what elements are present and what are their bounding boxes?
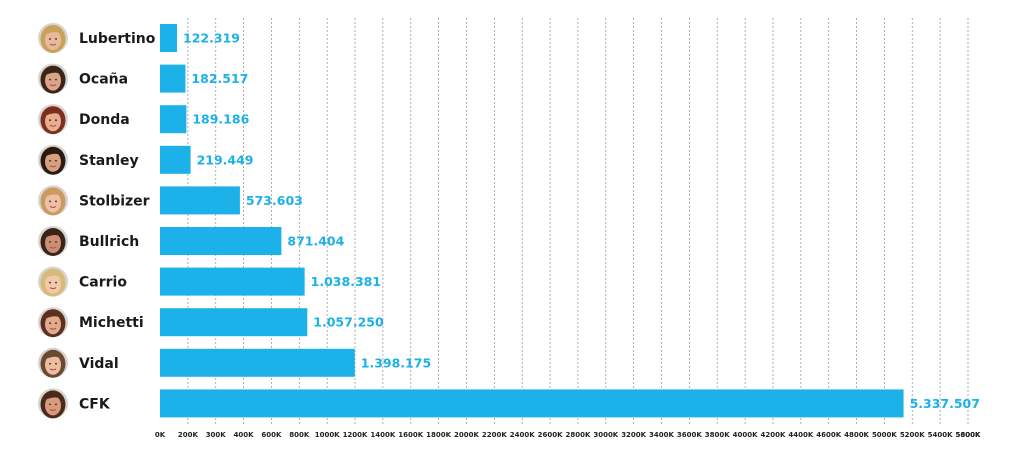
x-tick-label: 1800K (426, 431, 451, 439)
x-tick-label: 3400K (649, 431, 674, 439)
bar (160, 348, 355, 377)
value-label: 1.038.381 (311, 274, 381, 289)
x-tick-label: 4400K (788, 431, 813, 439)
category-label: Donda (79, 112, 130, 128)
category-label: Vidal (79, 356, 119, 372)
x-tick-label: 1200K (343, 431, 368, 439)
bar (160, 64, 186, 93)
x-tick-label: 5200K (900, 431, 925, 439)
avatar-icon (38, 388, 68, 419)
value-label: 1.057.250 (313, 315, 384, 330)
x-tick-label: 2200K (482, 431, 507, 439)
avatar-icon (38, 144, 68, 175)
x-tick-label: 2800K (565, 431, 590, 439)
avatar-icon (38, 226, 68, 256)
x-axis-ticks: 0K 200K 300K 400K 600K 800K 1000K 1200K 1400K 160… (155, 431, 981, 439)
category-label: Bullrich (79, 234, 139, 250)
bar (160, 24, 178, 52)
category-label: Michetti (79, 315, 144, 331)
x-tick-label: 2000K (454, 431, 479, 439)
x-tick-label: 2400K (510, 431, 535, 439)
category-label: Carrio (79, 275, 127, 291)
avatar-icon (38, 307, 68, 338)
bar (160, 186, 240, 215)
avatars (38, 23, 68, 419)
value-label: 1.398.175 (361, 355, 431, 370)
bar (160, 267, 305, 296)
x-tick-label: 400K (234, 431, 255, 439)
category-label: Lubertino (79, 31, 156, 47)
x-tick-label: 300K (206, 431, 227, 439)
category-label: Stanley (79, 153, 139, 169)
bar (160, 145, 191, 174)
x-tick-label: 4000K (733, 431, 758, 439)
labels: 122.319 Lubertino 182.517 Ocaña 189.186 Donda… (79, 31, 980, 413)
x-tick-label: 3600K (677, 431, 702, 439)
x-tick-label: 200K (178, 431, 199, 439)
x-tick-label: 5000K (872, 431, 897, 439)
x-tick-label: 600K (261, 431, 282, 439)
x-tick-label: 4200K (761, 431, 786, 439)
bar (160, 227, 282, 255)
x-tick-label: 3200K (621, 431, 646, 439)
value-label: 5.337.507 (910, 396, 980, 411)
value-label: 871.404 (287, 234, 344, 249)
bar (160, 105, 187, 134)
avatar-icon (38, 347, 68, 378)
x-tick-label: 5800K (956, 431, 981, 439)
avatar-icon (38, 23, 68, 53)
x-tick-label: 3800K (705, 431, 730, 439)
x-tick-label: 3000K (593, 431, 618, 439)
avatar-icon (38, 266, 68, 297)
x-tick-label: 800K (289, 431, 310, 439)
value-label: 182.517 (191, 71, 248, 86)
category-label: Ocaña (79, 72, 128, 88)
x-tick-label: 4600K (816, 431, 841, 439)
category-label: Stolbizer (79, 193, 150, 209)
bar (160, 389, 904, 418)
bars (160, 24, 904, 418)
value-label: 122.319 (183, 31, 240, 46)
x-tick-label: 5400K (928, 431, 953, 439)
x-tick-label: 0K (155, 431, 166, 439)
value-label: 189.186 (192, 112, 249, 127)
avatar-icon (38, 185, 68, 216)
avatar-icon (38, 104, 68, 135)
x-tick-label: 5600K (956, 431, 981, 439)
bar (160, 308, 308, 337)
category-label: CFK (79, 396, 111, 412)
x-tick-label: 1400K (370, 431, 395, 439)
avatar-icon (38, 63, 68, 94)
value-label: 573.603 (246, 193, 303, 208)
x-tick-label: 2600K (538, 431, 563, 439)
x-tick-label: 4800K (844, 431, 869, 439)
x-tick-label: 1600K (398, 431, 423, 439)
x-tick-label: 1000K (315, 431, 340, 439)
value-label: 219.449 (197, 152, 254, 167)
